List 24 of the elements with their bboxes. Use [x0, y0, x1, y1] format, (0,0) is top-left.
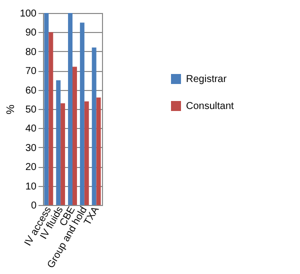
bar: [56, 80, 61, 205]
y-tick-label: 30: [25, 142, 37, 154]
bar: [84, 101, 89, 205]
y-tick-label: 90: [25, 28, 37, 39]
bar: [92, 48, 96, 205]
bar: [44, 13, 49, 205]
bar: [96, 97, 101, 205]
y-tick-label: 100: [20, 8, 37, 20]
bar: [60, 103, 66, 205]
y-tick-label: 80: [25, 46, 37, 58]
y-tick-label: 50: [25, 104, 37, 116]
bar: [72, 66, 77, 205]
bar: [68, 13, 72, 205]
y-tick-label: 60: [25, 85, 37, 96]
y-tick-label: 70: [25, 66, 37, 78]
bar: [48, 32, 54, 205]
legend-label: Registrar: [186, 74, 228, 85]
y-tick-label: 20: [25, 162, 37, 174]
y-axis-title: %: [4, 104, 17, 114]
y-tick-label: 40: [25, 124, 37, 135]
y-tick-label: 10: [25, 181, 37, 192]
y-tick-label: 0: [30, 200, 37, 212]
legend-label: Consultant: [186, 101, 234, 112]
bar: [80, 22, 84, 205]
